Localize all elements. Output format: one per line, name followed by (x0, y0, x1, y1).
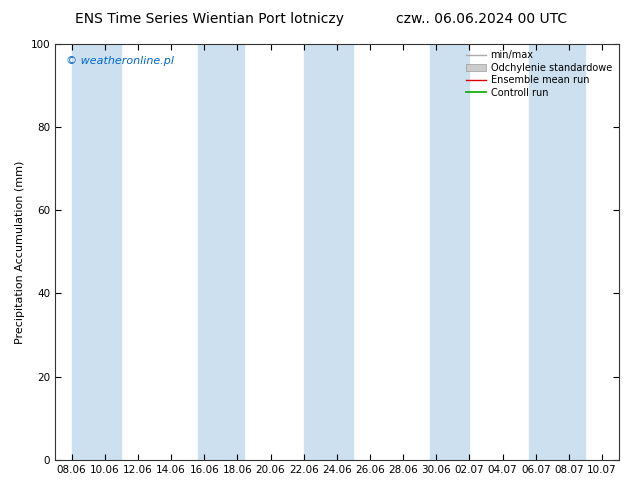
Y-axis label: Precipitation Accumulation (mm): Precipitation Accumulation (mm) (15, 160, 25, 343)
Bar (304, 44, 353, 460)
Legend: min/max, Odchylenie standardowe, Ensemble mean run, Controll run: min/max, Odchylenie standardowe, Ensembl… (464, 49, 614, 99)
Bar (198, 44, 244, 460)
Text: czw.. 06.06.2024 00 UTC: czw.. 06.06.2024 00 UTC (396, 12, 567, 26)
Bar (529, 44, 585, 460)
Text: ENS Time Series Wientian Port lotniczy: ENS Time Series Wientian Port lotniczy (75, 12, 344, 26)
Text: © weatheronline.pl: © weatheronline.pl (67, 56, 174, 66)
Bar (72, 44, 121, 460)
Bar (430, 44, 469, 460)
